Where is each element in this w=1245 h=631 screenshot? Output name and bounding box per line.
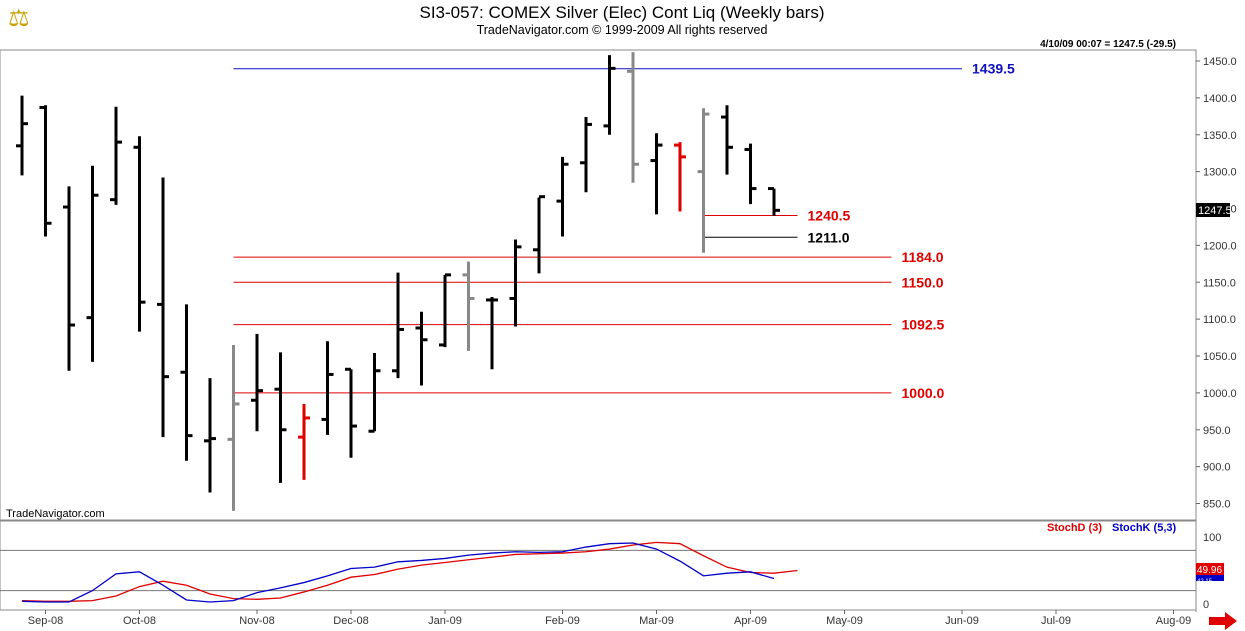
stoch-tick-label: 100 (1203, 532, 1221, 544)
scales-icon: ⚖ (8, 5, 30, 32)
scroll-right-button[interactable] (1209, 612, 1237, 630)
stoch-axis: 0 100 (1203, 532, 1221, 611)
level-lines: 1439.5 1240.5 1211.0 1184.0 1150.0 1092.5 1000… (233, 61, 1015, 401)
watermark: TradeNavigator.com (6, 508, 105, 520)
stoch-last-tags: 49.96 42.15 (1196, 563, 1224, 585)
time-tick-label: May-09 (826, 615, 863, 627)
chart-title: SI3-057: COMEX Silver (Elec) Cont Liq (W… (420, 3, 825, 22)
price-tick-label: 950.0 (1203, 425, 1231, 437)
ohlc-bar (251, 333, 263, 432)
ohlc-bar (345, 367, 357, 458)
ohlc-bar (580, 117, 592, 193)
ohlc-bar (462, 261, 475, 351)
price-panel-frame (0, 49, 1197, 521)
ohlc-bar (39, 105, 52, 237)
level-label: 1240.5 (808, 208, 851, 224)
ohlc-bar (439, 273, 451, 348)
ohlc-bar (697, 108, 710, 253)
ohlc-bar (627, 52, 639, 183)
time-tick-label: Dec-08 (333, 615, 368, 627)
price-tick-label: 1450.0 (1203, 56, 1237, 68)
ohlc-bar (415, 311, 428, 386)
ohlc-bar (157, 177, 169, 438)
ohlc-bar (509, 239, 522, 327)
price-tick-label: 1400.0 (1203, 93, 1237, 105)
ohlc-bar (110, 106, 122, 205)
ohlc-bar (556, 156, 569, 237)
ohlc-bar (486, 297, 498, 370)
last-price-tag: 1247.5 (1196, 203, 1232, 217)
ohlc-bar (368, 353, 381, 433)
price-tick-label: 1150.0 (1203, 277, 1236, 289)
time-tick-label: Jun-09 (945, 615, 979, 627)
time-tick-label: Apr-09 (734, 615, 767, 627)
time-tick-label: Oct-08 (123, 615, 156, 627)
time-tick-label: Aug-09 (1156, 615, 1191, 627)
last-price-tag-text: 1247.5 (1198, 205, 1232, 217)
last-quote: 4/10/09 00:07 = 1247.5 (-29.5) (1040, 39, 1176, 50)
level-label: 1150.0 (902, 274, 944, 290)
price-tick-label: 850.0 (1203, 499, 1231, 511)
stochd-line (21, 541, 798, 602)
price-axis: 850.0 900.0 950.0 1000.0 1050.0 1100.0 1150.0 1… (1196, 56, 1237, 511)
ohlc-bar (180, 304, 193, 461)
price-tick-label: 1000.0 (1203, 388, 1237, 400)
ohlc-bar (533, 195, 545, 274)
logo-icon: ⚖ (8, 5, 30, 32)
level-label: 1092.5 (902, 317, 945, 333)
ohlc-bar (650, 133, 663, 215)
ohlc-bar (674, 142, 686, 212)
ohlc-bar (227, 344, 240, 511)
stochk-line (21, 542, 775, 603)
price-bars (16, 52, 780, 511)
level-label: 1000.0 (902, 385, 945, 401)
right-arrow-icon[interactable] (1209, 612, 1237, 630)
time-tick-label: Mar-09 (639, 615, 674, 627)
ohlc-bar (86, 165, 99, 362)
price-tick-label: 1300.0 (1203, 167, 1237, 179)
level-label: 1439.5 (972, 61, 1015, 77)
time-tick-label: Nov-08 (239, 615, 274, 627)
price-tick-label: 1200.0 (1203, 240, 1237, 252)
time-tick-label: Sep-08 (28, 615, 63, 627)
legend-stochd: StochD (3) (1047, 522, 1102, 534)
stochd-last-tag: 49.96 (1197, 565, 1222, 576)
time-axis: Sep-08 Oct-08 Nov-08 Dec-08 Jan-09 Feb-09 Mar-… (28, 610, 1191, 627)
time-tick-label: Feb-09 (545, 615, 580, 627)
price-tick-label: 900.0 (1203, 462, 1231, 474)
ohlc-bar (274, 352, 287, 483)
stoch-panel-frame (0, 520, 1197, 611)
ohlc-bar (768, 187, 780, 216)
price-tick-label: 1050.0 (1203, 351, 1237, 363)
ohlc-bar (298, 403, 310, 480)
ohlc-bar (133, 136, 146, 332)
ohlc-bar (744, 143, 757, 205)
ohlc-bar (321, 341, 334, 435)
time-tick-label: Jan-09 (428, 615, 462, 627)
level-label: 1184.0 (902, 249, 944, 265)
stoch-tick-label: 0 (1203, 599, 1209, 611)
price-tick-label: 1100.0 (1203, 314, 1236, 326)
price-tick-label: 1350.0 (1203, 130, 1237, 142)
ohlc-bar (16, 95, 28, 176)
stochastic-panel (0, 541, 1196, 603)
ohlc-bar (204, 378, 216, 493)
chart-subtitle: TradeNavigator.com © 1999-2009 All right… (477, 23, 768, 37)
legend-stochk: StochK (5,3) (1112, 522, 1177, 534)
ohlc-bar (721, 105, 733, 175)
stochk-last-tag: 42.15 (1197, 579, 1213, 585)
ohlc-bar (392, 272, 404, 379)
time-tick-label: Jul-09 (1041, 615, 1071, 627)
level-label: 1211.0 (808, 229, 850, 245)
ohlc-bar (63, 186, 75, 371)
ohlc-bar (603, 55, 616, 135)
